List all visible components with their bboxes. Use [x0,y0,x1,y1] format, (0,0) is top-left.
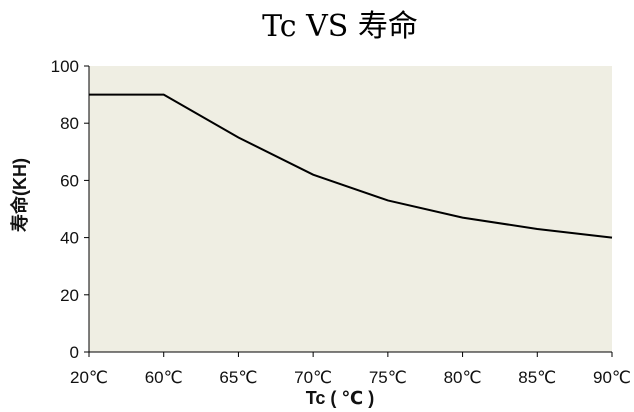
x-tick-label: 90℃ [593,368,631,387]
x-axis: 20℃ 60℃ 65℃ 70℃ 75℃ 80℃ 85℃ 90℃ [70,351,631,387]
series-line [89,93,613,239]
x-tick-label: 20℃ [70,368,108,387]
plot-area [89,66,612,352]
x-tick-label: 60℃ [145,368,183,387]
x-tick-label: 70℃ [294,368,332,387]
y-tick-label: 0 [70,343,79,362]
y-tick-label: 60 [60,171,79,190]
series-layer [89,93,613,239]
y-tick-label: 40 [60,229,79,248]
x-tick-label: 85℃ [518,368,556,387]
x-tick-label: 80℃ [444,368,482,387]
chart-title: Tc VS 寿命 [262,9,418,44]
x-axis-label: Tc ( ℃ ) [306,388,374,408]
y-tick-label: 20 [60,286,79,305]
y-tick-label: 100 [51,57,79,76]
x-tick-label: 75℃ [369,368,407,387]
y-tick-label: 80 [60,114,79,133]
y-axis: 0 20 40 60 80 100 [51,57,90,362]
y-axis-label: 寿命(KH) [9,158,30,232]
x-tick-label: 65℃ [219,368,257,387]
